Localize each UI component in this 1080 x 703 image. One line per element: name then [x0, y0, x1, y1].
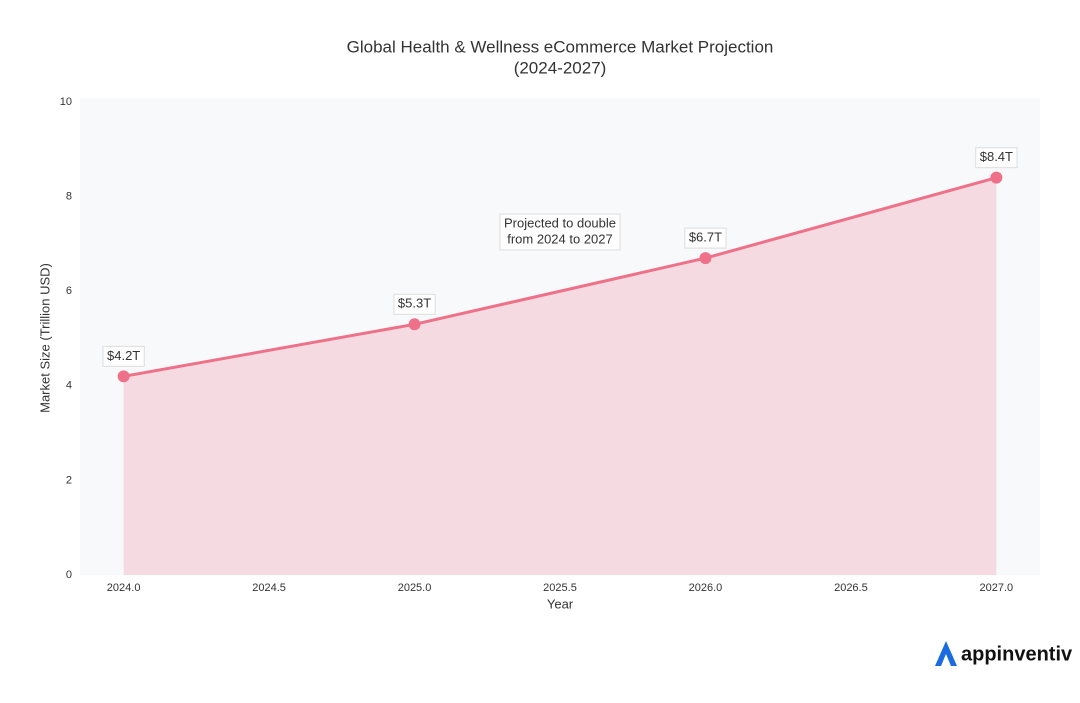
logo-text: appinventiv — [961, 643, 1073, 665]
y-axis-label: Market Size (Trillion USD) — [37, 263, 52, 413]
annotation-text: from 2024 to 2027 — [507, 231, 613, 246]
x-tick-label: 2025.5 — [543, 582, 577, 594]
y-tick-label: 0 — [66, 569, 72, 581]
value-label: $8.4T — [975, 147, 1018, 169]
line — [123, 176, 997, 378]
y-tick-label: 2 — [66, 474, 72, 486]
value-label-box — [102, 345, 145, 367]
x-tick-label: 2026.5 — [834, 582, 868, 594]
x-tick-label: 2025.0 — [398, 582, 432, 594]
point — [117, 370, 130, 383]
x-tick-label: 2027.0 — [980, 582, 1014, 594]
chart-title: (2024-2027) — [514, 58, 607, 77]
value-label-box — [393, 293, 436, 315]
y-tick-label: 10 — [60, 96, 72, 108]
chart-title: Global Health & Wellness eCommerce Marke… — [347, 37, 774, 56]
y-tick-label: 6 — [66, 285, 72, 297]
point — [699, 252, 712, 265]
logo: appinventiv — [935, 641, 1073, 666]
plot-background — [80, 98, 1040, 575]
point — [408, 318, 421, 331]
y-tick-label: 4 — [66, 380, 72, 392]
annotation-box — [499, 213, 621, 251]
value-label: $5.3T — [393, 293, 436, 315]
value-label-text: $8.4T — [980, 149, 1013, 164]
x-axis-label: Year — [547, 596, 574, 611]
value-label-box — [684, 227, 727, 249]
x-tick-label: 2026.0 — [689, 582, 723, 594]
value-label: $4.2T — [102, 345, 145, 367]
value-label-text: $5.3T — [398, 296, 431, 311]
x-tick-label: 2024.0 — [107, 582, 141, 594]
y-tick-label: 8 — [66, 191, 72, 203]
x-tick-label: 2024.5 — [252, 582, 286, 594]
point — [990, 171, 1003, 184]
value-label-text: $6.7T — [689, 230, 722, 245]
logo-icon — [935, 641, 957, 666]
value-label-text: $4.2T — [107, 348, 140, 363]
value-label: $6.7T — [684, 227, 727, 249]
value-label-box — [975, 147, 1018, 169]
annotation-text: Projected to double — [504, 215, 616, 230]
area — [123, 177, 997, 575]
